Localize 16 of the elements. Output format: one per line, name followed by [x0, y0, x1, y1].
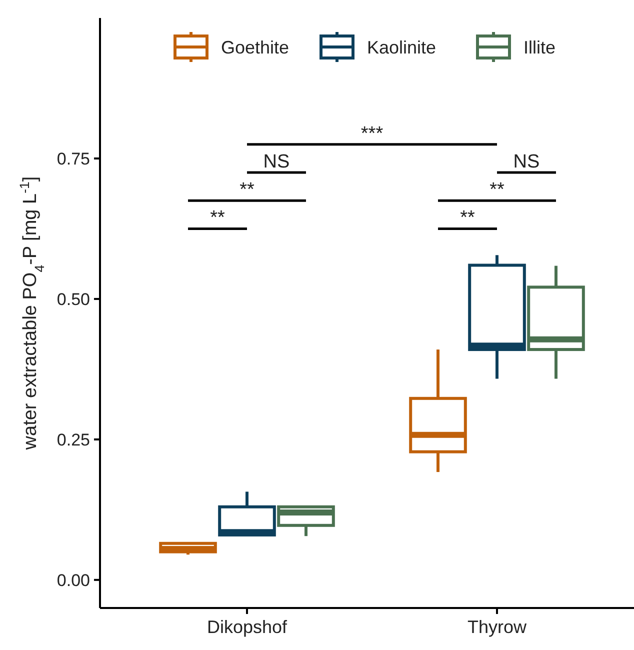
- annotation: **: [460, 208, 476, 229]
- annotation: **: [210, 208, 226, 229]
- annotation: NS: [263, 152, 290, 173]
- annotation: ***: [360, 123, 384, 144]
- annotation: NS: [513, 152, 540, 173]
- y-tick-label: 0.50: [56, 290, 90, 309]
- x-tick-label: Dikopshof: [206, 617, 288, 637]
- y-tick-label: 0.00: [56, 570, 90, 590]
- y-tick-label: 0.75: [56, 149, 90, 168]
- y-tick-label: 0.25: [56, 430, 90, 450]
- annotation: **: [240, 180, 255, 201]
- legend-label: Goethite: [221, 37, 290, 58]
- annotation: **: [490, 180, 505, 201]
- x-tick-label: Thyrow: [467, 617, 528, 637]
- legend-label: Kaolinite: [367, 37, 436, 58]
- legend-label: Illite: [524, 37, 556, 58]
